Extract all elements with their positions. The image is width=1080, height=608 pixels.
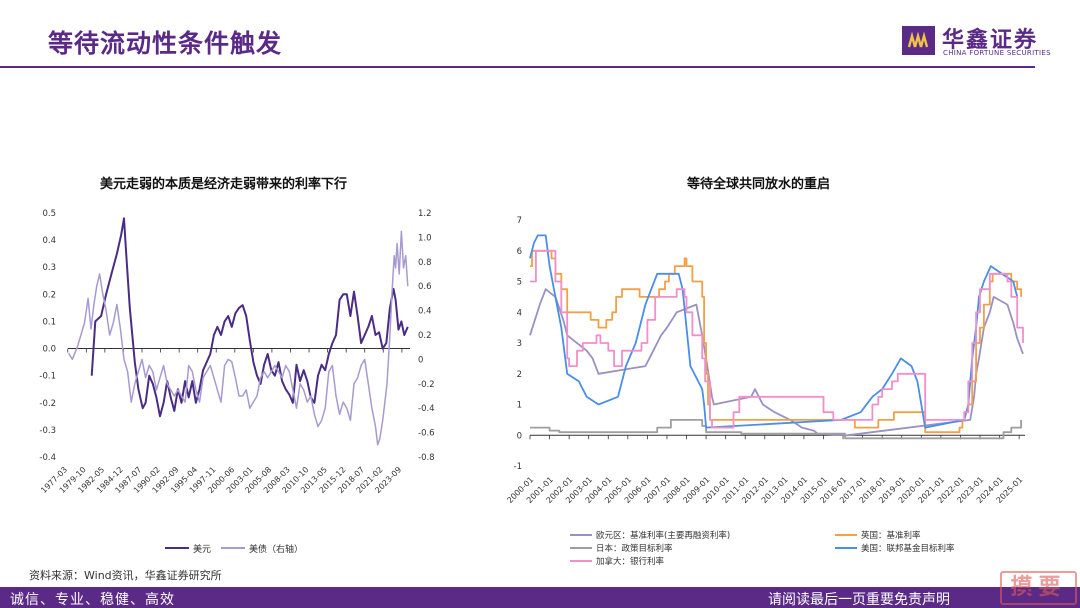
- legend-label: 加拿大：银行利率: [596, 556, 665, 567]
- y-tick-label: 2: [517, 370, 522, 380]
- footer-disclaimer: 请阅读最后一页重要免责声明: [768, 592, 950, 608]
- y-right-tick-label: 1.2: [418, 209, 432, 219]
- legend-label: 英国：基准利率: [861, 530, 921, 541]
- series-line-eurozone: [529, 288, 1024, 437]
- series-line-uk: [530, 249, 1022, 434]
- legend-label: 日本：政策目标利率: [596, 543, 673, 554]
- y-left-tick-label: 0.4: [42, 236, 56, 246]
- y-left-tick-label: 0.3: [42, 263, 56, 273]
- y-left-tick-label: 0.1: [42, 317, 56, 327]
- y-right-tick-label: 0.2: [418, 331, 432, 341]
- brand-logo-icon: [902, 26, 935, 55]
- series-line-canada: [530, 249, 1024, 429]
- y-right-tick-label: 0.4: [418, 307, 432, 317]
- y-tick-label: -1: [514, 462, 522, 472]
- series-line-ust: [68, 230, 409, 446]
- footer-motto: 诚信、专业、稳健、高效: [10, 592, 175, 608]
- y-tick-label: 3: [517, 339, 522, 349]
- y-tick-label: 4: [517, 308, 522, 318]
- y-left-tick-label: 0.0: [42, 345, 56, 355]
- y-tick-label: 7: [517, 216, 522, 226]
- legend-label: 美国：联邦基金目标利率: [861, 543, 955, 554]
- source-note: 资料来源：Wind资讯，华鑫证券研究所: [29, 569, 222, 582]
- series-line-usd: [90, 217, 409, 418]
- brand-name: 华鑫证券: [942, 28, 1039, 53]
- page-number: 29: [1020, 586, 1040, 602]
- y-right-tick-label: 0.6: [418, 282, 432, 292]
- chart1-title: 美元走弱的本质是经济走弱带来的利率下行: [100, 177, 348, 192]
- legend-label: 欧元区：基准利率(主要再融资利率): [596, 530, 730, 541]
- y-tick-label: 0: [517, 431, 522, 441]
- series-line-us: [529, 234, 1019, 429]
- stamp-text: 摸要: [1010, 575, 1067, 600]
- legend-label: 美元: [193, 543, 211, 555]
- brand-subtitle: CHINA FORTUNE SECURITIES: [943, 49, 1051, 57]
- legend-label: 美债（右轴）: [249, 543, 303, 555]
- y-tick-label: 6: [517, 247, 522, 257]
- chart2-title: 等待全球共同放水的重启: [687, 177, 831, 192]
- y-right-tick-label: -0.8: [418, 453, 435, 463]
- watermark-stamp: 摸要: [1000, 571, 1077, 605]
- y-right-tick-label: 1.0: [418, 233, 432, 243]
- y-right-tick-label: 0: [418, 355, 423, 365]
- y-left-tick-label: -0.4: [39, 453, 56, 463]
- footer-bar: [0, 587, 1080, 608]
- y-left-tick-label: 0.5: [42, 209, 56, 219]
- title-divider: [0, 66, 1035, 68]
- chart1-usd-vs-ust: -0.4 -0.3 -0.2 -0.1 0.0 0.1 0.2 0.3 0.4 0.5 -0.8 -0…: [39, 209, 435, 555]
- page-title: 等待流动性条件触发: [48, 29, 283, 58]
- chart2-global-policy-rates: -1012345672000-012001-012002-012003-0120…: [505, 216, 1025, 567]
- y-right-tick-label: 0.8: [418, 258, 432, 268]
- y-tick-label: 5: [517, 278, 522, 288]
- y-left-tick-label: -0.2: [39, 399, 56, 409]
- y-right-tick-label: -0.4: [418, 404, 435, 414]
- y-right-tick-label: -0.2: [418, 380, 435, 390]
- y-tick-label: 1: [517, 401, 522, 411]
- y-right-tick-label: -0.6: [418, 429, 435, 439]
- y-left-tick-label: 0.2: [42, 290, 56, 300]
- y-left-tick-label: -0.1: [39, 372, 56, 382]
- y-left-tick-label: -0.3: [39, 426, 56, 436]
